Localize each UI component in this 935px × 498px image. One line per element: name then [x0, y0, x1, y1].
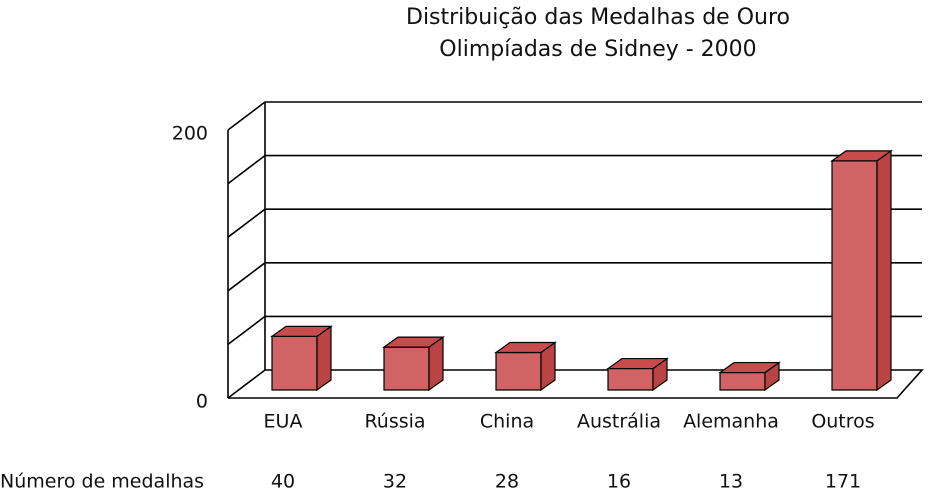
bar-front: [271, 335, 318, 391]
table-label: Número de medalhas: [0, 471, 204, 493]
y-tick-label: 200: [172, 123, 208, 145]
bar: [494, 341, 557, 392]
x-tick-label: Rússia: [364, 411, 425, 433]
table-value: 40: [271, 471, 295, 493]
bar-front: [719, 371, 766, 391]
bar-top: [270, 325, 333, 337]
floor: [227, 369, 924, 399]
table-value: 13: [719, 471, 743, 493]
table-value: 28: [495, 471, 519, 493]
bar-top: [382, 336, 445, 348]
x-tick-label: China: [480, 411, 534, 433]
chart-title: Distribuição das Medalhas de Ouro: [406, 5, 790, 30]
bar-top: [494, 341, 557, 354]
bar-top: [718, 361, 781, 374]
bar-front: [831, 160, 878, 391]
chart-subtitle: Olimpíadas de Sidney - 2000: [439, 37, 756, 62]
bar-front: [607, 367, 654, 391]
bar: [606, 357, 669, 392]
bar-top: [830, 150, 893, 162]
bar-side: [876, 149, 892, 392]
grid-line: [227, 315, 922, 346]
bar: [270, 325, 333, 392]
x-tick-label: EUA: [264, 411, 303, 433]
bar: [718, 361, 781, 392]
grid-line: [227, 262, 922, 292]
bar-front: [495, 351, 542, 391]
y-tick-label: 0: [196, 391, 208, 413]
grid-line: [227, 208, 922, 238]
table-value: 171: [825, 471, 861, 493]
bar: [382, 335, 445, 392]
table-value: 32: [383, 471, 407, 493]
grid-line: [227, 154, 922, 185]
x-tick-label: Alemanha: [683, 411, 779, 433]
grid-line: [227, 101, 922, 131]
bar-front: [383, 346, 430, 391]
table-value: 16: [607, 471, 631, 493]
x-tick-label: Outros: [811, 411, 874, 433]
bar-side: [316, 325, 332, 392]
x-tick-label: Austrália: [577, 411, 661, 433]
bar: [830, 149, 893, 392]
bar-top: [606, 357, 669, 370]
